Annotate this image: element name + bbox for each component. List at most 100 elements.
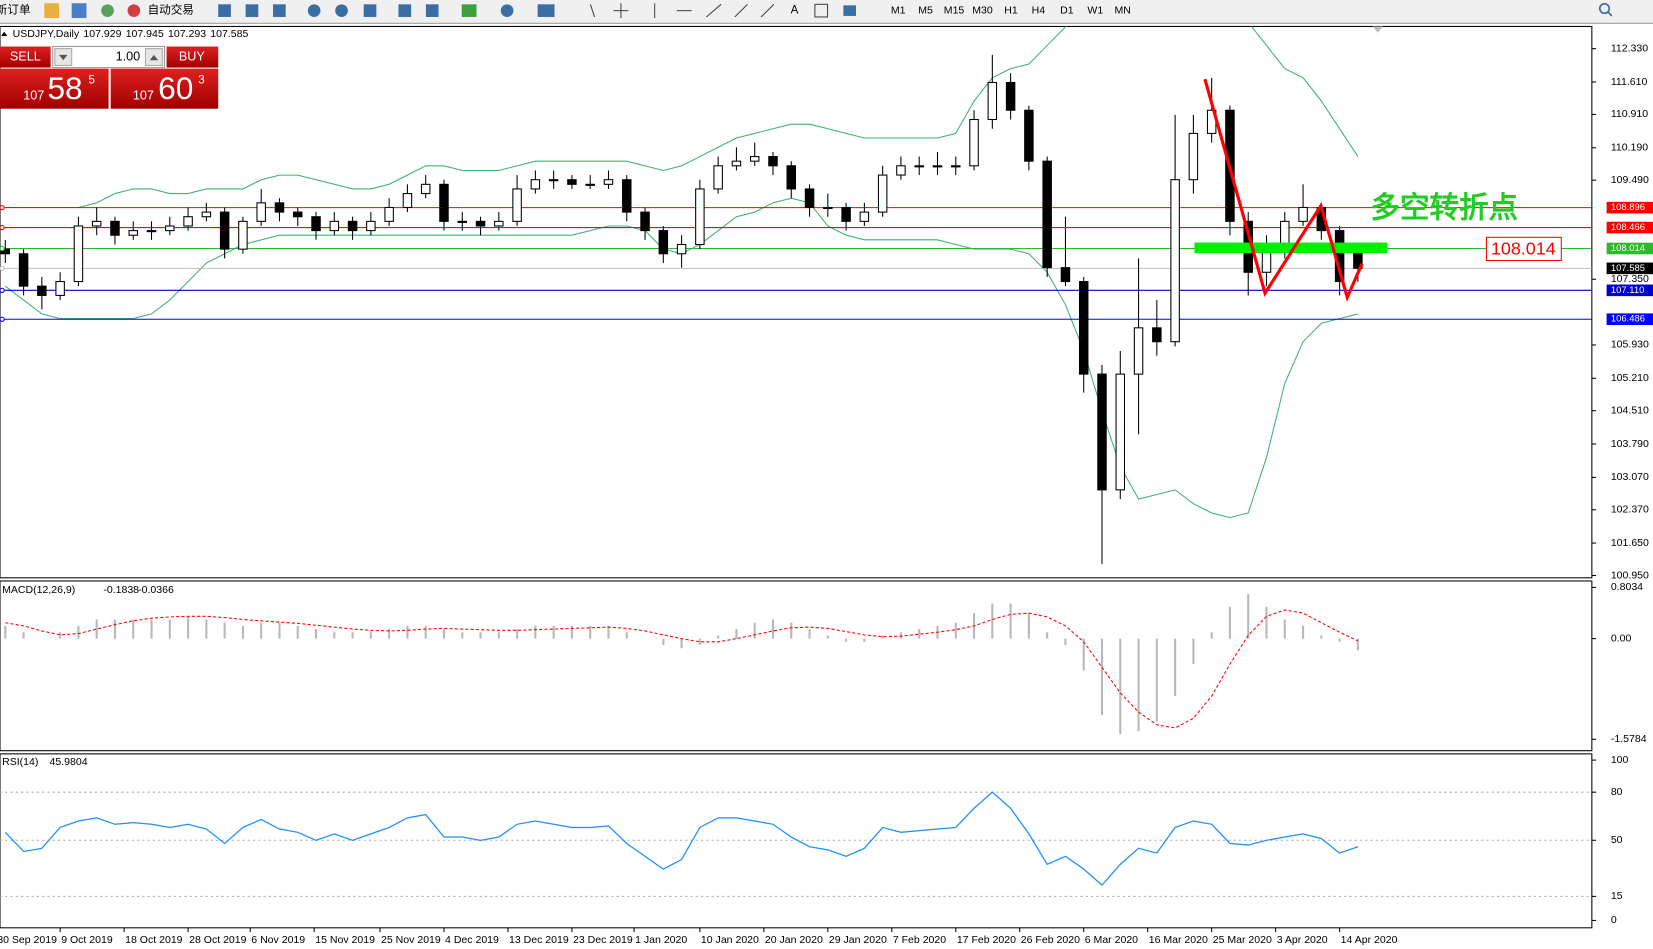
icon[interactable] [537,4,555,17]
y-tick-label: 105.930 [1611,339,1649,351]
arrows-tool[interactable] [843,5,857,16]
candle-body [293,211,303,218]
lot-down-arrow [59,54,68,61]
candle-body [640,211,650,232]
timeframe-button[interactable]: M1 [891,4,906,16]
candle-body [512,188,522,222]
sell-button[interactable] [0,46,51,68]
candle-body [530,179,541,190]
lot-up-arrow [149,54,159,61]
trendline-tool[interactable] [705,3,722,18]
x-tick-label: 23 Dec 2019 [573,934,633,946]
fibo-tool[interactable] [760,3,775,18]
x-tick-label: 1 Jan 2020 [635,934,687,946]
y-tick-label: 80 [1611,786,1623,798]
x-tick-label: 26 Feb 2020 [1021,934,1080,946]
buy-price-small: 3 [198,74,204,86]
timeframe-button[interactable]: H4 [1032,4,1046,16]
timeframe-button[interactable]: M15 [944,4,965,16]
candle-body [786,165,797,190]
level-handle [0,316,5,322]
x-tick-label: 9 Oct 2019 [61,934,113,946]
icon[interactable] [500,4,514,17]
text-tool[interactable]: A [791,5,799,17]
y-tick-label: 100 [1611,754,1629,766]
icon[interactable] [335,4,348,17]
icon[interactable] [307,4,321,17]
symbol: USDJPY,Daily [13,28,80,40]
candle-body [1115,373,1126,491]
candle-body [110,220,120,236]
y-tick-label: 50 [1611,834,1623,846]
lot-value[interactable]: 1.00 [116,49,141,63]
x-tick-label: 16 Mar 2020 [1149,934,1208,946]
timeframe-button[interactable]: MN [1115,4,1131,16]
candle-body [494,220,504,227]
bollinger-band [5,26,1359,208]
level-tag-label: 108.014 [1611,243,1645,254]
x-tick-label: 7 Feb 2020 [893,934,946,946]
candle-body [987,81,998,121]
y-tick-label: 112.330 [1611,42,1648,54]
icon[interactable] [363,4,377,17]
search-icon[interactable] [1598,2,1611,15]
sell-price-prefix: 107 [23,88,44,102]
icon[interactable] [425,4,439,17]
candle-body [1097,373,1107,491]
candle-body [548,179,559,182]
icon[interactable] [273,4,286,17]
icon[interactable] [101,4,114,17]
candle-body [366,220,376,232]
channel-tool[interactable] [734,3,748,18]
x-tick-label: 25 Mar 2020 [1213,934,1272,946]
timeframe-button[interactable]: W1 [1087,4,1103,16]
rsi-line [4,791,1359,887]
timeframe-button[interactable]: M5 [918,4,933,16]
candle-body [932,165,943,168]
sell-price-small: 5 [89,74,95,86]
candle-body [749,156,760,162]
x-tick-label: 13 Dec 2019 [509,934,569,946]
timeframe-button[interactable]: D1 [1060,4,1074,16]
rsi-panel [0,753,1593,929]
y-tick-label: -1.5784 [1611,733,1647,745]
symbol-header: USDJPY,Daily 107.929 107.945 107.293 107.585 [13,28,249,40]
icon[interactable] [245,4,259,17]
new-order-button[interactable]: 新订单 [0,3,31,17]
candle-body [603,179,614,185]
timeframe-button[interactable]: H1 [1004,4,1018,16]
icon[interactable] [461,4,477,17]
x-tick-label: 28 Oct 2019 [189,934,247,946]
candle-body [676,243,687,255]
y-tick-label: 0.8034 [1611,581,1643,593]
label-tool[interactable] [814,3,829,18]
sell-label[interactable]: SELL [10,49,41,63]
timeframe-button[interactable]: M30 [972,4,993,16]
auto-trade-icon[interactable] [127,4,141,17]
buy-button[interactable] [166,46,219,68]
buy-price-box[interactable] [110,68,219,109]
icon[interactable] [218,4,231,17]
icon[interactable] [44,3,60,19]
auto-trade-button[interactable]: 自动交易 [148,3,194,17]
search-icon[interactable] [1607,11,1613,17]
candle-body [658,230,669,255]
collapse-arrow[interactable] [1,31,8,36]
cursor-tool[interactable] [589,4,596,18]
level-tag-label: 107.110 [1611,285,1645,296]
candle-body [37,285,47,296]
lot-input[interactable] [52,45,165,69]
icon[interactable] [71,3,87,19]
icon[interactable] [398,4,412,17]
level-tag-label: 106.486 [1611,314,1645,325]
drawing-tools [589,3,775,19]
level-handle [0,224,5,231]
candle-body [1042,160,1052,269]
macd-plot: MACD(12,26,9) -0.1838 -0.0366 0.8034 0.00 -1.… [2,581,1647,745]
buy-label[interactable]: BUY [179,49,206,63]
candle-body [146,230,157,233]
candle-body [914,165,924,168]
sell-price-box[interactable] [0,68,109,109]
y-tick-label: 103.070 [1611,471,1649,483]
